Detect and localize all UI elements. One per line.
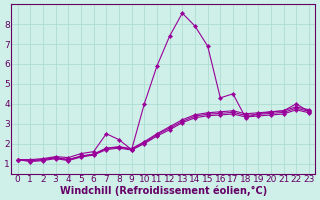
X-axis label: Windchill (Refroidissement éolien,°C): Windchill (Refroidissement éolien,°C) bbox=[60, 185, 267, 196]
